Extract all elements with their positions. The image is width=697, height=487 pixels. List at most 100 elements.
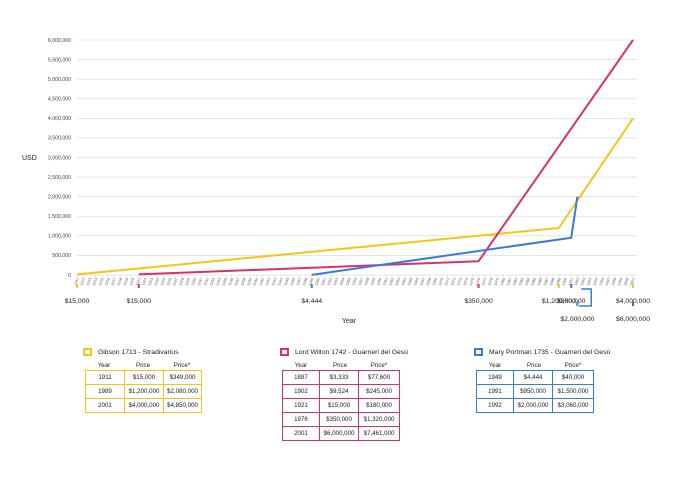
table-header: Year Price Price*: [85, 362, 202, 369]
table-row: 1911 $15,000 $349,000: [85, 370, 202, 385]
gridlines: [77, 39, 637, 276]
price-annotation: $2,000,000: [560, 316, 594, 323]
x-tick-label: 1991: [568, 277, 574, 286]
y-tick-label: 2,000,000: [48, 194, 71, 200]
x-tick-label: 1943: [271, 277, 277, 286]
table-row: 2001 $6,000,000 $7,461,000: [282, 426, 400, 441]
x-tick-label: 1967: [419, 277, 425, 286]
annotation-marker: [76, 284, 78, 288]
table-header: Year Price Price*: [282, 362, 408, 369]
legend-header: Gibson 1713 - Stradivarius: [83, 348, 202, 356]
y-tick-label: 4,000,000: [48, 116, 71, 122]
table-row: 1887 $3,333 $77,600: [282, 370, 400, 385]
x-tick-label: 1913: [86, 277, 92, 286]
cell-price-adjusted: $245,000: [358, 384, 400, 399]
y-tick-label: 3,500,000: [48, 136, 71, 142]
x-tick-label: 1914: [92, 277, 98, 286]
x-tick-label: 1980: [500, 277, 506, 286]
x-tick-label: 1957: [358, 277, 364, 286]
cell-price: $4,444: [513, 370, 553, 385]
col-price-adjusted: Price*: [370, 362, 388, 369]
col-price: Price: [526, 362, 542, 369]
legend-lord-wilton: Lord Wilton 1742 - Guarneri del Gesù Yea…: [280, 348, 408, 441]
x-tick-label: 1996: [598, 277, 604, 286]
x-tick-label: 1977: [481, 277, 487, 286]
x-tick-label: 1925: [160, 277, 166, 286]
cell-price: $9,524: [319, 384, 359, 399]
legend-title: Mary Portman 1735 - Guarneri del Gesù: [489, 348, 611, 356]
y-tick-label: 0: [68, 273, 71, 279]
price-annotations: $15,000 $15,000 $4,444 $350,000 $1,200,000$9…: [65, 284, 650, 323]
x-tick-label: 1917: [110, 277, 116, 286]
y-tick-label: 1,500,000: [48, 214, 71, 220]
x-tick-label: 1979: [493, 277, 499, 286]
x-tick-label: 1987: [543, 277, 549, 286]
table-row: 1949 $4,444 $40,000: [476, 370, 594, 385]
annotation-marker: [576, 302, 579, 306]
x-tick-label: 1997: [605, 277, 611, 286]
x-tick-label: 1929: [185, 277, 191, 286]
col-price-adjusted: Price*: [173, 362, 191, 369]
x-axis-ticks: 1911 1912 1913 1914 1915 1916 1917 1918 1919 1920…: [73, 275, 636, 286]
x-tick-label: 1960: [376, 277, 382, 286]
annotation-marker: [570, 284, 573, 288]
cell-year: 1991: [476, 384, 514, 399]
series-line-3: [311, 196, 579, 276]
col-year: Year: [97, 362, 111, 369]
cell-price-adjusted: $7,461,000: [358, 426, 400, 441]
x-tick-label: 1994: [586, 277, 592, 286]
cell-price-adjusted: $77,600: [358, 370, 400, 385]
price-annotation: $15,000: [65, 298, 90, 305]
x-tick-label: 1952: [327, 277, 333, 286]
series-line-1: [76, 117, 634, 276]
x-tick-label: 1989: [555, 277, 561, 286]
cell-year: 1949: [476, 370, 514, 385]
cell-year: 1902: [282, 384, 320, 399]
x-tick-label: 1933: [209, 277, 215, 286]
y-tick-label: 6,000,000: [48, 38, 71, 44]
x-tick-label: 1949: [308, 277, 314, 286]
x-tick-label: 1947: [296, 277, 302, 286]
price-table-gibson: 1911 $15,000 $349,000 1989 $1,200,000 $2…: [85, 370, 202, 413]
cell-price-adjusted: $40,000: [552, 370, 594, 385]
x-tick-label: 1937: [234, 277, 240, 286]
x-tick-label: 1916: [104, 277, 110, 286]
x-tick-label: 1940: [252, 277, 258, 286]
cell-year: 2001: [85, 398, 125, 413]
y-axis-title: USD: [22, 155, 37, 162]
price-annotation: $950,000: [557, 298, 586, 305]
x-tick-label: 1983: [518, 277, 524, 286]
x-tick-label: 1927: [172, 277, 178, 286]
x-tick-label: 1912: [80, 277, 86, 286]
table-row: 1902 $9,524 $245,000: [282, 384, 400, 399]
cell-price-adjusted: $1,500,000: [552, 384, 594, 399]
x-tick-label: 1993: [580, 277, 586, 286]
x-tick-label: 1990: [561, 277, 567, 286]
x-tick-label: 1932: [203, 277, 209, 286]
cell-year: 1992: [476, 398, 514, 413]
cell-year: 1921: [282, 398, 320, 413]
x-tick-label: 1939: [246, 277, 252, 286]
legend-swatch-mary-portman: [474, 348, 483, 356]
x-tick-label: 1982: [512, 277, 518, 286]
cell-year: 2001: [282, 426, 320, 441]
price-annotation: $1,200,000: [542, 298, 576, 305]
cell-price-adjusted: $2,080,000: [163, 384, 202, 399]
x-tick-label: 1934: [215, 277, 221, 286]
x-tick-label: 1971: [444, 277, 450, 286]
y-tick-label: 5,500,000: [48, 57, 71, 63]
table-row: 1921 $15,000 $180,000: [282, 398, 400, 413]
x-tick-label: 1946: [290, 277, 296, 286]
annotation-bracket: [579, 288, 592, 307]
x-tick-label: 1976: [475, 277, 481, 286]
legend-mary-portman: Mary Portman 1735 - Guarneri del Gesù Ye…: [474, 348, 610, 413]
y-tick-label: 500,000: [52, 253, 71, 259]
x-tick-label: 1988: [549, 277, 555, 286]
x-tick-label: 1981: [506, 277, 512, 286]
x-tick-label: 1924: [154, 277, 160, 286]
table-row: 2001 $4,000,000 $4,850,000: [85, 398, 202, 413]
x-tick-label: 1911: [73, 277, 79, 286]
x-tick-label: 1955: [345, 277, 351, 286]
col-price: Price: [135, 362, 151, 369]
legend-swatch-gibson: [83, 348, 92, 356]
